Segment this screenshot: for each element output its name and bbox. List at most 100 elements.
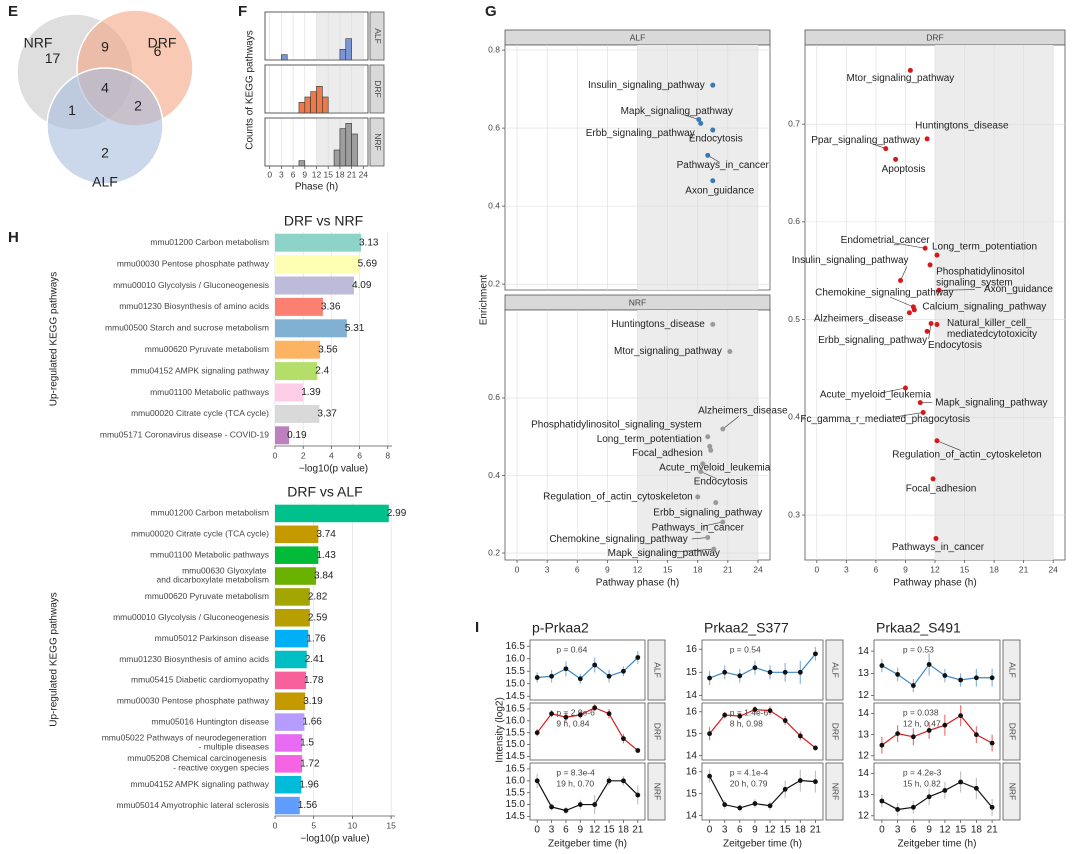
series-line (709, 708, 816, 749)
panel-letter: H (8, 229, 19, 246)
point (621, 778, 626, 784)
category-label: mmu01200 Carbon metabolism (150, 237, 269, 247)
y-axis-label: Enrichment (479, 274, 490, 325)
x-tick-label: 9 (752, 825, 758, 836)
point-label: Ppar_signaling_pathway (811, 135, 920, 146)
y-tick-label: 16 (686, 706, 698, 717)
x-tick-label: 0 (273, 820, 278, 830)
label-leader (893, 242, 926, 249)
point-label: Erbb_signaling_pathway (818, 335, 927, 346)
facet-strip-label: ALF (1007, 662, 1017, 678)
x-tick-label: 18 (795, 825, 807, 836)
point (895, 807, 901, 812)
point (911, 307, 917, 313)
y-axis-label: Up-regulated KEGG pathways (49, 592, 60, 727)
point (705, 152, 711, 158)
x-tick-label: 0 (707, 825, 713, 836)
point (958, 779, 964, 785)
x-tick-label: 9 (302, 169, 307, 179)
bar (275, 426, 290, 445)
category-label: mmu04152 AMPK signaling pathway (131, 365, 270, 375)
point (813, 651, 818, 657)
y-axis-label: Up-regulated KEGG pathways (49, 272, 60, 407)
point (710, 178, 716, 184)
bar (275, 319, 347, 338)
histogram-bar (304, 96, 311, 114)
category-label: mmu05171 Coronavirus disease - COVID-19 (100, 430, 269, 440)
bar-annotation: 2.41 (305, 654, 325, 665)
facet-strip (369, 64, 385, 114)
point-label: Mtor_signaling_pathway (846, 73, 954, 84)
y-tick-label: 0.7 (788, 118, 800, 128)
point-label: Insulin_signaling_pathway (792, 255, 909, 266)
facet-strip-label: NRF (1007, 783, 1017, 800)
point-label: Acute_myeloid_leukemia (820, 390, 932, 401)
point-label: Regulation_of_actin_cytoskeleton (892, 449, 1042, 460)
stat-annotation: p = 4.1e-4 (730, 767, 769, 777)
stat-annotation: 8 h, 0.98 (730, 718, 763, 728)
histogram-bar (281, 54, 288, 61)
bar-annotation: 5.31 (345, 323, 365, 334)
venn-set-label: NRF (24, 35, 53, 51)
venn-count: 1 (68, 102, 76, 118)
point-label: Mapk_signaling_pathway (621, 106, 733, 117)
point (534, 730, 540, 736)
point (592, 662, 598, 668)
point-label: Endocytosis (694, 476, 748, 487)
y-tick-label: 15.5 (506, 666, 526, 677)
y-tick-label: 16.5 (506, 764, 526, 775)
histogram-bar (316, 86, 323, 114)
x-tick-label: 3 (279, 169, 284, 179)
y-tick-label: 12 (858, 750, 870, 761)
point (926, 794, 932, 800)
point (534, 778, 540, 784)
histogram-bar (333, 149, 341, 167)
x-tick-label: 24 (359, 169, 369, 179)
label-leader (936, 440, 962, 451)
x-tick-label: 15 (780, 825, 792, 836)
facet-strip-label: NRF (373, 133, 383, 150)
venn-count: 6 (154, 43, 162, 59)
category-label: mmu00500 Starch and sucrose metabolism (105, 323, 269, 333)
panel-border (264, 64, 369, 114)
point (696, 117, 702, 123)
point (813, 779, 818, 785)
x-tick-label: 21 (987, 825, 999, 836)
bar-annotation: 2.4 (315, 366, 329, 377)
point (698, 120, 704, 126)
point-label: Phosphatidylinositol signaling_system (936, 266, 1027, 288)
facet-strip (647, 762, 666, 821)
stat-annotation: p = 0.64 (556, 644, 587, 654)
bar-annotation: 1.43 (316, 550, 336, 561)
panel-background (529, 702, 646, 761)
facet-strip-label: ALF (373, 28, 383, 44)
point (797, 733, 803, 739)
point (906, 310, 912, 316)
label-leader (691, 537, 708, 540)
venn-circle (46, 67, 164, 185)
x-tick-label: 6 (291, 169, 296, 179)
point-label: Long_term_potentiation (597, 434, 702, 445)
stat-annotation: p = 0.038 (903, 707, 939, 717)
venn-count: 17 (45, 50, 61, 66)
histogram-bar (339, 49, 347, 61)
y-tick-label: 16.5 (506, 641, 526, 652)
panel-background (701, 762, 824, 821)
point (898, 278, 904, 284)
y-tick-label: 14.5 (506, 811, 526, 822)
x-tick-label: 6 (563, 825, 569, 836)
point (928, 321, 934, 327)
x-tick-label: 3 (722, 825, 728, 836)
point (707, 773, 712, 779)
x-tick-label: 0 (273, 450, 278, 460)
y-tick-label: 16.5 (506, 704, 526, 715)
point (606, 711, 612, 717)
point (973, 675, 979, 681)
point (621, 736, 626, 742)
point (883, 146, 889, 152)
point (879, 798, 885, 804)
point-label: Endocytosis (689, 134, 743, 145)
point (707, 443, 713, 449)
point (767, 803, 773, 809)
y-tick-label: 14.5 (506, 751, 526, 762)
